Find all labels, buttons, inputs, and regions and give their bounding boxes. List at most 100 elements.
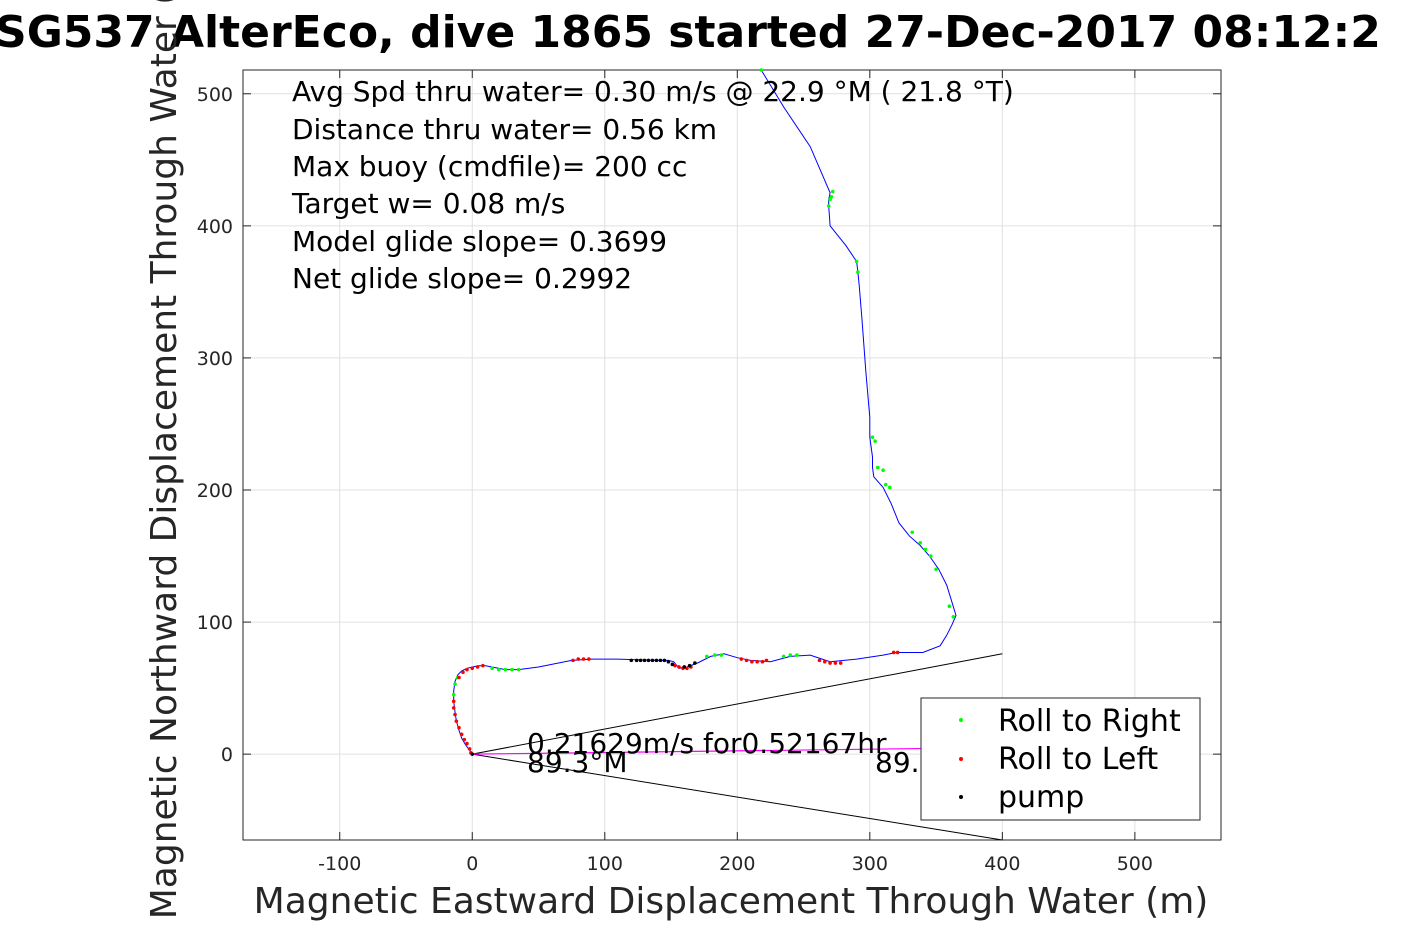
pump-marker (658, 658, 663, 663)
roll-right-marker (712, 653, 717, 657)
roll-left-marker (481, 663, 485, 668)
roll-left-marker (581, 657, 586, 661)
x-tick-label: 500 (1117, 853, 1153, 875)
pump-marker (638, 658, 643, 663)
roll-right-marker (826, 204, 831, 208)
roll-right-marker (503, 667, 508, 672)
track-markers (451, 68, 956, 756)
pump-marker (642, 658, 647, 663)
legend-label-roll-right: Roll to Right (998, 704, 1181, 739)
pump-marker (629, 658, 634, 663)
roll-left-marker (453, 712, 457, 717)
roll-right-marker (788, 653, 793, 657)
roll-right-marker (951, 614, 956, 619)
roll-right-marker (705, 654, 709, 659)
legend-box (920, 697, 1201, 821)
roll-right-marker (856, 270, 860, 274)
pump-marker (654, 658, 659, 663)
pump-marker (470, 752, 475, 756)
roll-left-marker (457, 725, 461, 730)
pump-marker (634, 658, 639, 663)
y-tick-label: 0 (221, 744, 233, 766)
roll-right-marker (947, 604, 952, 609)
y-tick-label: 100 (197, 612, 233, 634)
pump-marker (670, 662, 675, 667)
pump-marker (662, 658, 667, 663)
chart-title: SG537 AlterEco, dive 1865 started 27-Dec… (0, 7, 1381, 58)
annotation-distance: Distance thru water= 0.56 km (292, 113, 717, 146)
heading-label-right: 89. (875, 746, 920, 779)
roll-left-marker (764, 658, 769, 663)
roll-left-marker (685, 666, 689, 671)
y-tick-label: 500 (197, 84, 233, 106)
roll-right-marker (510, 667, 514, 672)
roll-right-marker (873, 439, 877, 443)
current-cone-edge (472, 653, 1003, 755)
roll-left-marker (587, 657, 591, 661)
axis-ticks: -100 0 100 200 300 400 500 0 100 200 300 400 500 (197, 70, 1221, 875)
pump-marker (693, 661, 697, 665)
roll-left-marker (571, 658, 575, 663)
roll-right-marker (781, 654, 786, 659)
x-tick-label: 200 (719, 853, 755, 875)
grid (243, 70, 1221, 840)
x-tick-label: 300 (852, 853, 888, 875)
x-tick-label: 100 (587, 853, 623, 875)
roll-right-marker (934, 567, 938, 572)
roll-left-marker (755, 659, 759, 664)
y-tick-label: 400 (197, 216, 233, 238)
roll-right-marker (496, 667, 501, 672)
annotation-model-glide: Model glide slope= 0.3699 (292, 225, 667, 258)
roll-right-marker (918, 541, 922, 545)
y-tick-label: 300 (197, 348, 233, 370)
roll-left-marker (817, 658, 822, 663)
dive-summary: Avg Spd thru water= 0.30 m/s @ 22.9 °M (… (291, 75, 1014, 295)
roll-left-marker (457, 675, 461, 680)
roll-right-marker (854, 259, 859, 264)
pump-marker (666, 659, 671, 664)
roll-right-marker (516, 667, 521, 672)
x-tick-label: 0 (466, 853, 478, 875)
legend: Roll to Right Roll to Left pump (920, 697, 1201, 821)
current-vector (472, 746, 1003, 755)
current-speed-label: 0.21629m/s for0.52167hr (527, 727, 887, 760)
roll-left-marker (895, 650, 900, 655)
roll-right-marker (829, 194, 834, 199)
roll-right-marker (923, 547, 928, 552)
roll-right-marker (875, 465, 880, 470)
legend-label-pump: pump (998, 780, 1084, 815)
roll-left-marker (739, 657, 744, 661)
roll-left-marker (744, 658, 749, 663)
heading-label-left: 89.3°M (527, 746, 628, 779)
annotation-net-glide: Net glide slope= 0.2992 (292, 262, 632, 295)
roll-right-marker (759, 68, 763, 72)
legend-marker-roll-right (959, 718, 963, 722)
roll-right-marker (830, 189, 835, 194)
annotation-target-w: Target w= 0.08 m/s (291, 187, 565, 220)
legend-marker-pump (959, 795, 963, 799)
roll-left-marker (576, 657, 581, 661)
roll-left-marker (462, 737, 467, 742)
legend-marker-roll-left (959, 757, 963, 761)
roll-right-marker (881, 468, 885, 472)
roll-left-marker (465, 667, 469, 672)
roll-left-marker (750, 659, 754, 664)
pump-marker (650, 658, 655, 663)
roll-left-marker (838, 661, 843, 665)
roll-right-marker (490, 666, 494, 671)
roll-left-marker (822, 659, 827, 664)
roll-right-marker (451, 692, 456, 697)
roll-left-marker (461, 670, 465, 675)
pump-marker (687, 663, 692, 668)
roll-right-marker (719, 653, 724, 657)
roll-left-marker (451, 699, 456, 704)
annotation-max-buoy: Max buoy (cmdfile)= 200 cc (292, 150, 687, 183)
roll-left-marker (467, 747, 472, 751)
plot-area-frame (242, 69, 1222, 841)
legend-label-roll-left: Roll to Left (998, 742, 1158, 777)
roll-left-marker (677, 665, 681, 669)
pump-marker (682, 665, 687, 669)
roll-right-marker (795, 653, 799, 657)
y-axis-label: Magnetic Northward Displacement Through … (144, 0, 185, 919)
